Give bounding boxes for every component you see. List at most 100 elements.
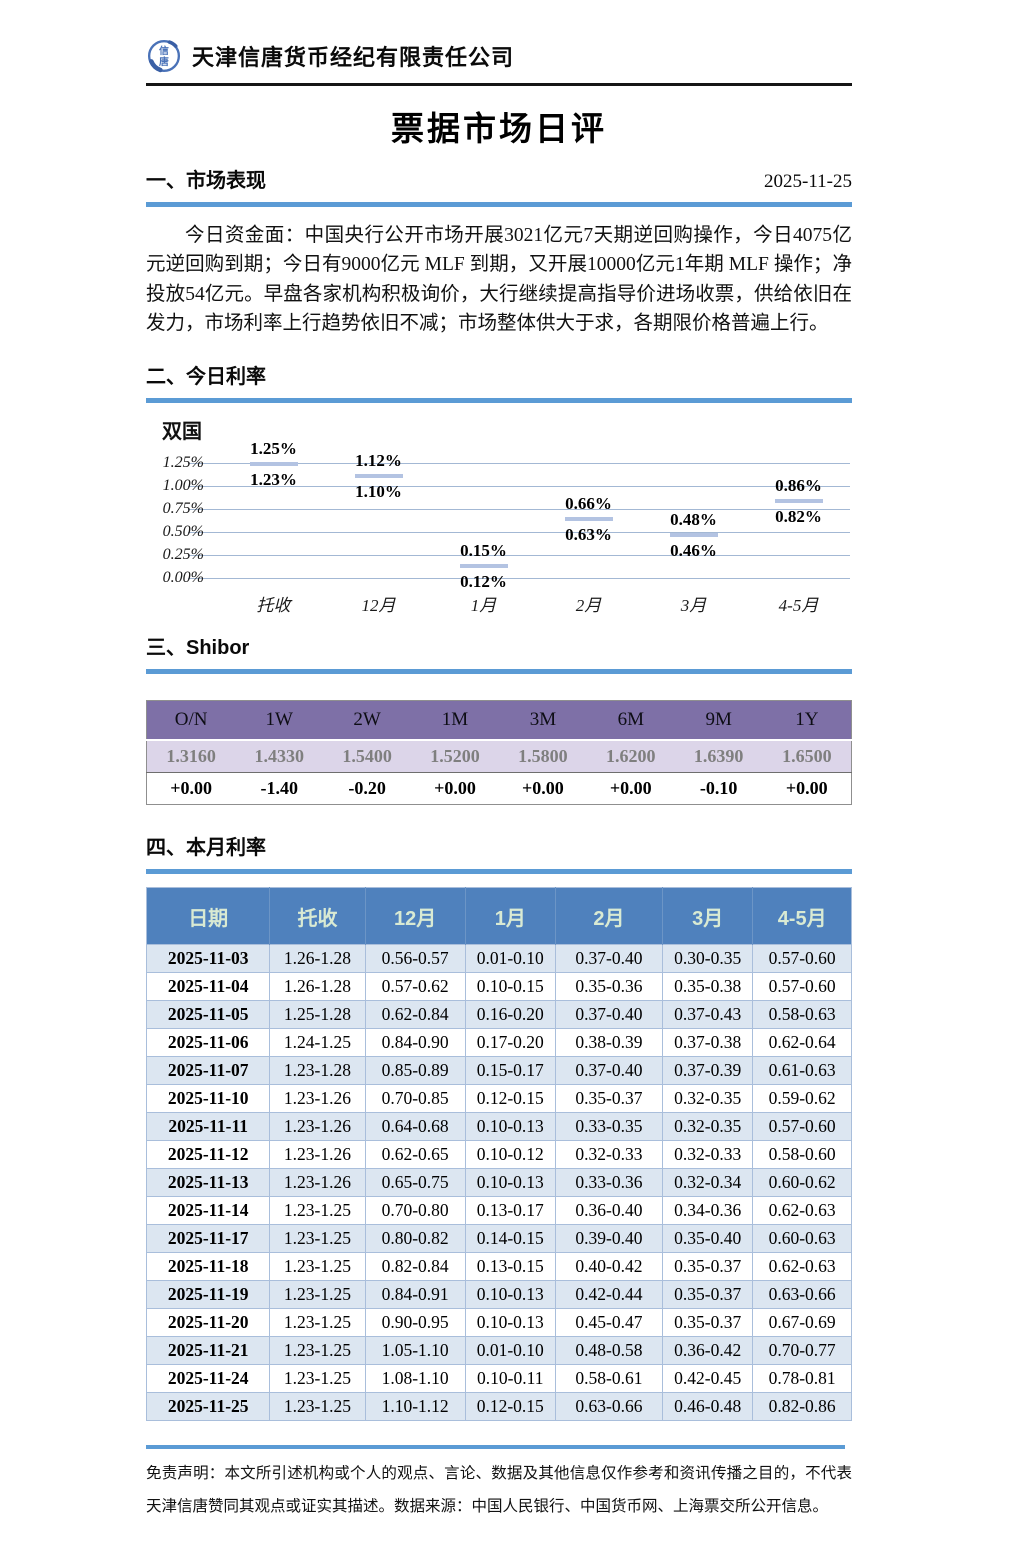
range-bar [774,498,823,503]
monthly-rate-cell: 0.46-0.48 [662,1392,754,1421]
shibor-rate-cell: 1.5800 [498,740,587,773]
monthly-rate-cell: 0.58-0.61 [554,1364,664,1393]
monthly-rate-cell: 0.60-0.63 [752,1224,852,1253]
section4-divider [146,869,852,874]
chart-xtick-label: 托收 [256,596,291,615]
shibor-rate-cell: 1.6200 [586,740,675,773]
monthly-rate-cell: 0.45-0.47 [554,1308,664,1337]
table-row: 2025-11-05 1.25-1.28 0.62-0.84 0.16-0.20 0.3… [145,1000,852,1029]
monthly-rate-cell: 0.67-0.69 [752,1308,852,1337]
shibor-rate-cell: 1.6390 [674,740,763,773]
monthly-rate-cell: 1.23-1.26 [269,1084,366,1113]
monthly-rate-cell: 1.24-1.25 [269,1028,366,1057]
monthly-rate-cell: 0.65-0.75 [364,1168,466,1197]
bar-high-label: 1.25% [250,438,297,458]
monthly-rate-cell: 0.64-0.68 [364,1112,466,1141]
table-row: 2025-11-14 1.23-1.25 0.70-0.80 0.13-0.17 0.3… [145,1196,852,1225]
monthly-rate-cell: 0.42-0.44 [554,1280,664,1309]
shibor-change-cell: +0.00 [498,772,587,805]
monthly-rate-cell: 0.13-0.15 [464,1252,556,1281]
monthly-rate-cell: 0.35-0.37 [662,1308,754,1337]
bar-low-label: 1.23% [250,469,297,489]
monthly-rate-cell: 0.90-0.95 [364,1308,466,1337]
monthly-header-cell: 12月 [365,887,466,945]
monthly-rate-cell: 0.70-0.80 [364,1196,466,1225]
monthly-rate-cell: 1.23-1.25 [269,1224,366,1253]
shibor-change-cell: +0.00 [411,772,499,805]
monthly-rate-cell: 0.35-0.37 [554,1084,664,1113]
monthly-rate-cell: 0.10-0.11 [464,1364,556,1393]
footer-divider [146,1445,845,1449]
monthly-date-cell: 2025-11-06 [145,1028,271,1057]
monthly-header-cell: 托收 [269,887,366,945]
chart-ytick-label: 0.75% [162,500,204,517]
monthly-rate-cell: 0.17-0.20 [464,1028,556,1057]
chart-ytick-label: 1.25% [162,454,204,471]
monthly-rate-cell: 0.37-0.40 [554,1000,664,1029]
section-shibor-heading: 三、Shibor [146,631,852,660]
monthly-rate-cell: 0.35-0.37 [662,1252,754,1281]
monthly-rate-cell: 0.12-0.15 [464,1392,556,1421]
table-row: 2025-11-06 1.24-1.25 0.84-0.90 0.17-0.20 0.3… [145,1028,852,1057]
monthly-rate-cell: 1.23-1.25 [269,1280,366,1309]
monthly-rate-cell: 0.37-0.40 [554,1056,664,1085]
shibor-change-cell: +0.00 [146,772,236,805]
shibor-rate-cell: 1.3160 [146,740,236,773]
monthly-rate-cell: 0.56-0.57 [364,944,466,973]
monthly-rate-cell: 0.32-0.35 [662,1112,754,1141]
shibor-table: O/N 1W 2W 1M 3M 6M 9M 1Y 1.3160 1.4330 1.5400 1.52… [146,700,852,805]
monthly-rate-cell: 0.13-0.17 [464,1196,556,1225]
shibor-tenor-cell: 1M [411,700,499,741]
monthly-rate-cell: 0.70-0.85 [364,1084,466,1113]
bar-high-label: 0.86% [775,475,822,495]
chart-gridline [188,578,850,579]
bar-low-label: 0.12% [460,571,507,591]
monthly-rate-cell: 0.34-0.36 [662,1196,754,1225]
chart-ytick-label: 1.00% [162,477,204,494]
monthly-rate-cell: 0.62-0.63 [752,1252,852,1281]
monthly-rate-cell: 0.38-0.39 [554,1028,664,1057]
monthly-rate-cell: 0.84-0.91 [364,1280,466,1309]
bar-low-label: 0.46% [670,540,717,560]
monthly-rate-cell: 0.37-0.38 [662,1028,754,1057]
monthly-rate-cell: 0.32-0.33 [554,1140,664,1169]
monthly-rate-cell: 0.58-0.60 [752,1140,852,1169]
monthly-rate-cell: 0.62-0.64 [752,1028,852,1057]
range-bar [564,516,613,521]
monthly-rate-cell: 0.10-0.13 [464,1308,556,1337]
monthly-rate-cell: 0.36-0.40 [554,1196,664,1225]
monthly-rates-table: 日期 托收 12月 1月 2月 3月 4-5月 2025-11-03 1.26-1.28 0.5… [145,887,852,1421]
bar-high-label: 0.15% [460,540,507,560]
range-bar [249,461,298,466]
monthly-header-cell: 4-5月 [752,887,852,945]
monthly-rate-cell: 0.58-0.63 [752,1000,852,1029]
table-row: 2025-11-13 1.23-1.26 0.65-0.75 0.10-0.13 0.3… [145,1168,852,1197]
report-content: 信 唐 天津信唐货币经纪有限责任公司 票据市场日评 一、市场表现 2025-11… [145,0,852,1524]
monthly-rate-cell: 0.10-0.13 [464,1112,556,1141]
monthly-rate-cell: 0.82-0.84 [364,1252,466,1281]
monthly-rate-cell: 0.01-0.10 [464,1336,556,1365]
monthly-rate-cell: 0.35-0.36 [554,972,664,1001]
monthly-date-cell: 2025-11-20 [145,1308,271,1337]
monthly-rate-cell: 0.37-0.39 [662,1056,754,1085]
svg-text:唐: 唐 [159,55,169,68]
section-monthly-rates-heading: 四、本月利率 [146,831,852,860]
shibor-rate-cell: 1.5200 [411,740,499,773]
monthly-rate-cell: 0.33-0.36 [554,1168,664,1197]
table-row: 2025-11-19 1.23-1.25 0.84-0.91 0.10-0.13 0.4… [145,1280,852,1309]
monthly-rate-cell: 1.23-1.25 [269,1252,366,1281]
monthly-date-cell: 2025-11-24 [145,1364,271,1393]
monthly-rate-cell: 0.37-0.43 [662,1000,754,1029]
monthly-header-row: 日期 托收 12月 1月 2月 3月 4-5月 [146,887,852,945]
monthly-rate-cell: 1.05-1.10 [364,1336,466,1365]
monthly-rate-cell: 0.01-0.10 [464,944,556,973]
shibor-change-cell: -0.20 [323,772,412,805]
monthly-rate-cell: 0.59-0.62 [752,1084,852,1113]
shibor-change-cell: -0.10 [674,772,763,805]
monthly-rate-cell: 1.23-1.28 [269,1056,366,1085]
shibor-tenor-cell: O/N [146,700,236,741]
section1-divider [146,202,852,207]
chart-title: 双国 [162,421,202,443]
monthly-rate-cell: 0.62-0.63 [752,1196,852,1225]
monthly-rate-cell: 1.23-1.26 [269,1168,366,1197]
